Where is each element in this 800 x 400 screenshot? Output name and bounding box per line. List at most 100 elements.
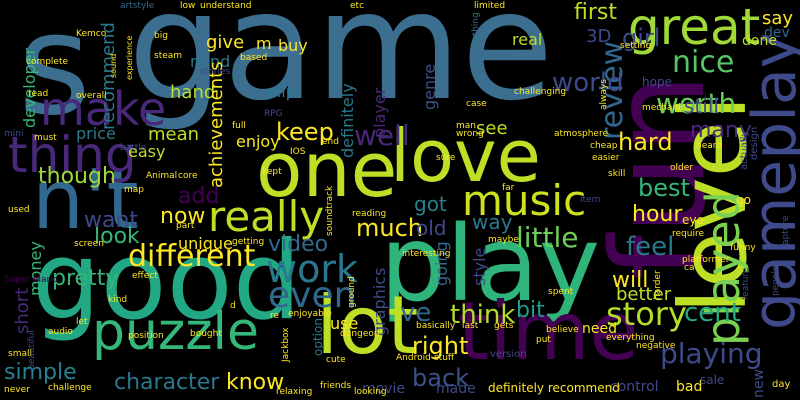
- word-cloud-word: player: [370, 87, 389, 138]
- word-cloud-word: want: [84, 208, 139, 233]
- word-cloud-word: enjoy: [236, 132, 280, 151]
- word-cloud-word: feature: [741, 267, 751, 301]
- word-cloud-word: think: [450, 300, 516, 330]
- word-cloud-word: based: [240, 53, 268, 63]
- word-cloud-word: complete: [26, 57, 69, 67]
- word-cloud-word: harder: [653, 270, 663, 300]
- word-cloud-word: keep: [276, 118, 334, 146]
- word-cloud-word: etc: [350, 1, 365, 11]
- word-cloud-word: big: [154, 31, 168, 41]
- word-cloud-word: love: [390, 114, 541, 198]
- word-cloud-word: far: [502, 183, 515, 193]
- word-cloud-word: world: [552, 68, 624, 98]
- word-cloud-word: challenge: [48, 383, 92, 393]
- word-cloud-word: effect: [132, 271, 158, 281]
- word-cloud-word: mechanic: [642, 103, 686, 113]
- word-cloud-word: sure: [436, 153, 456, 163]
- word-cloud-word: looking: [354, 387, 387, 397]
- word-cloud-word: story: [606, 295, 687, 333]
- word-cloud-word: day: [772, 379, 791, 390]
- word-cloud-word: music: [462, 176, 587, 225]
- word-cloud-word: short: [12, 287, 33, 334]
- word-cloud-word: let: [76, 317, 88, 327]
- word-cloud-word: interesting: [402, 249, 451, 259]
- word-cloud-word: easier: [592, 153, 620, 163]
- word-cloud-word: video: [268, 232, 329, 257]
- word-cloud-word: ve: [400, 298, 432, 328]
- word-cloud-word: dev: [764, 25, 790, 41]
- word-cloud-word: eye: [682, 213, 704, 227]
- word-cloud-word: full: [232, 121, 246, 131]
- word-cloud-word: hope: [642, 75, 672, 89]
- word-cloud-word: use: [330, 314, 359, 333]
- word-cloud-word: unique: [178, 234, 233, 253]
- word-cloud-word: read: [28, 89, 49, 99]
- word-cloud-word: case: [466, 99, 487, 109]
- word-cloud-word: maybe: [488, 235, 519, 245]
- word-cloud-word: item: [580, 195, 601, 205]
- word-cloud-word: look: [94, 224, 140, 249]
- word-cloud-word: cute: [326, 355, 346, 365]
- word-cloud-word: different: [128, 239, 256, 274]
- word-cloud-word: core: [178, 171, 198, 181]
- word-cloud-word: reading: [352, 209, 387, 219]
- word-cloud-word: sale: [700, 373, 725, 387]
- word-cloud-word: must: [34, 133, 57, 143]
- word-cloud-word: low: [180, 1, 196, 11]
- word-cloud-word: older: [670, 163, 693, 173]
- word-cloud-word: believe: [546, 325, 579, 335]
- word-cloud-word: play: [380, 203, 601, 325]
- word-cloud-word: best: [638, 174, 690, 202]
- word-cloud-word: never: [4, 385, 30, 395]
- word-cloud-word: clip: [268, 82, 296, 101]
- word-cloud-word: challenging: [514, 87, 567, 97]
- word-cloud-word: understand: [200, 1, 252, 11]
- word-cloud-word: RPG: [264, 109, 283, 119]
- word-cloud-word: spent: [548, 287, 574, 297]
- word-cloud-word: hard: [618, 128, 673, 156]
- word-cloud-word: puzzle: [92, 302, 259, 362]
- word-cloud-word: back: [412, 364, 470, 392]
- word-cloud-word: IOS: [290, 147, 306, 157]
- word-cloud-word: see: [476, 118, 508, 139]
- word-cloud-word: n't: [32, 153, 139, 248]
- word-cloud-word: price: [76, 124, 116, 143]
- word-cloud-word: sound: [109, 53, 118, 78]
- word-cloud-word: many: [690, 118, 752, 143]
- word-cloud-word: definitely recommend: [488, 381, 620, 395]
- word-cloud-word: funny: [730, 243, 756, 253]
- word-cloud-word: version: [490, 349, 527, 360]
- word-cloud-word: kept: [262, 167, 282, 177]
- word-cloud-word: style: [470, 247, 489, 286]
- word-cloud-word: limited: [474, 1, 506, 11]
- word-cloud-word: real: [512, 30, 543, 49]
- word-cloud-word: option: [311, 318, 325, 356]
- word-cloud-word: character: [114, 370, 220, 395]
- word-cloud-word: 3D: [586, 26, 612, 47]
- word-cloud-word: way: [472, 210, 513, 234]
- word-cloud-word: new: [751, 369, 767, 398]
- word-cloud-word: platformer: [682, 255, 730, 265]
- word-cloud-word: cheap: [590, 141, 618, 151]
- word-cloud-word: control: [610, 379, 659, 395]
- word-cloud-word: girl: [622, 24, 661, 52]
- word-cloud-word: heard: [696, 141, 723, 151]
- word-cloud-word: playing: [660, 337, 763, 370]
- word-cloud-word: need: [582, 321, 617, 337]
- word-cloud-word: beautiful: [27, 330, 37, 370]
- word-cloud-word: work: [266, 247, 358, 291]
- word-cloud-word: m: [256, 34, 272, 53]
- word-cloud-word: negative: [636, 341, 676, 351]
- word-cloud-word: well: [354, 119, 410, 152]
- word-cloud-word: re: [270, 311, 280, 321]
- word-cloud-word: small: [8, 349, 32, 359]
- word-cloud-word: kind: [108, 295, 128, 305]
- word-cloud-word: dungeon: [340, 329, 380, 339]
- word-cloud-word: mind: [190, 52, 231, 71]
- word-cloud-word: add: [178, 184, 220, 209]
- word-cloud-word: soundtrack: [325, 185, 335, 236]
- word-cloud-word: position: [128, 331, 164, 341]
- word-cloud-word: mini: [4, 129, 24, 139]
- word-cloud-word: enjoyable: [288, 309, 332, 319]
